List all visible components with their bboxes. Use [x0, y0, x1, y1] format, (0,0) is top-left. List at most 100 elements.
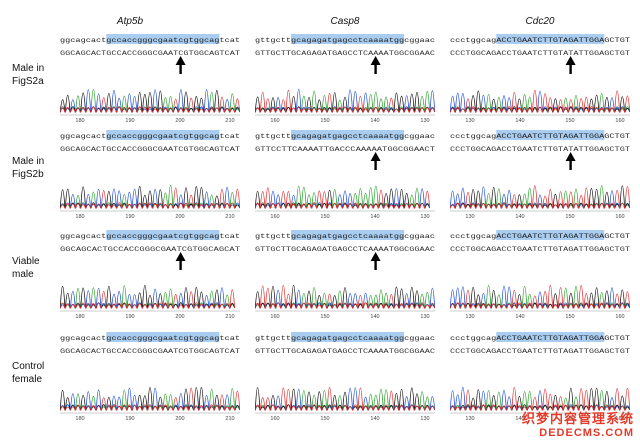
chromatogram-panel: ccctggcagACCTGAATCTTGTAGATTGGAGCTGT CCCTG… [450, 228, 630, 320]
read-sequence: GTTGCTTGCAGAGATGAGCCTCAAAATGGCGGAAC [255, 348, 435, 355]
axis-tick-label: 150 [320, 214, 329, 220]
column-title-casp8: Casp8 [330, 16, 360, 27]
axis-tick-label: 160 [270, 416, 279, 422]
trace-t [255, 284, 435, 309]
axis-tick-label: 200 [175, 118, 184, 124]
axis-tick-label: 130 [465, 314, 474, 320]
axis-tick-label: 130 [465, 118, 474, 124]
mutation-arrow-head [370, 252, 381, 261]
watermark: 织梦内容管理系统 DEDECMS.COM [522, 408, 634, 439]
axis-tick-label: 140 [515, 118, 524, 124]
mutation-arrow-head [565, 56, 576, 65]
axis-tick-label: 150 [320, 416, 329, 422]
trace-t [450, 284, 630, 309]
mutation-arrow-head [370, 56, 381, 65]
trace-t [450, 89, 630, 113]
watermark-chinese: 织梦内容管理系统 [521, 412, 634, 427]
axis-tick-label: 130 [420, 314, 429, 320]
read-sequence: GGCAGCACTGCCACCGGGCGAATCGTGGCAGCAT [60, 246, 240, 253]
axis-tick-label: 200 [175, 214, 184, 220]
axis-tick-label: 130 [465, 214, 474, 220]
reference-sequence: gttgcttgcagagatgagcctcaaaatggcggaac [255, 37, 435, 44]
axis-tick-label: 140 [370, 416, 379, 422]
axis-tick-label: 150 [565, 314, 574, 320]
axis-tick-label: 180 [75, 118, 84, 124]
trace-t [450, 387, 630, 411]
axis-tick-label: 160 [615, 214, 624, 220]
guide-highlight [496, 332, 605, 342]
reference-sequence: ggcagcactgccaccgggcgaatcgtggcagtcat [60, 335, 240, 342]
reference-sequence: ccctggcagACCTGAATCTTGTAGATTGGAGCTGT [450, 233, 630, 240]
trace-t [255, 187, 430, 209]
chromatogram-panel: gttgcttgcagagatgagcctcaaaatggcggaac GTTCC… [255, 128, 435, 220]
axis-tick-label: 200 [175, 314, 184, 320]
reference-sequence: ggcagcactgccaccgggcgaatcgtggcagtcat [60, 133, 240, 140]
axis-tick-label: 180 [75, 314, 84, 320]
chromatogram-panel: ccctggcagACCTGAATCTTGTAGATTGGAGCTGT CCCTG… [450, 32, 630, 124]
axis-tick-label: 190 [125, 314, 134, 320]
trace-t [60, 187, 240, 209]
column-title-cdc20: Cdc20 [525, 16, 555, 27]
axis-tick-label: 130 [420, 416, 429, 422]
read-sequence: CCCTGGCAGACCTGAATCTTGTATATTGGAGCTGT [450, 50, 630, 57]
axis-tick-label: 140 [515, 214, 524, 220]
guide-highlight [106, 332, 220, 342]
trace-t [60, 387, 240, 411]
trace-t [255, 89, 435, 113]
trace-t [450, 185, 630, 209]
guide-highlight [496, 34, 605, 44]
axis-tick-label: 130 [465, 416, 474, 422]
axis-tick-label: 140 [515, 314, 524, 320]
axis-tick-label: 210 [225, 118, 234, 124]
axis-tick-label: 160 [615, 314, 624, 320]
read-sequence: GGCAGCACTGCCACCGGGCGAATCGTGGCAGTCAT [60, 50, 240, 57]
chromatogram-panel: ccctggcagACCTGAATCTTGTAGATTGGAGCTGT CCCTG… [450, 128, 630, 220]
guide-highlight [106, 230, 220, 240]
axis-tick-label: 140 [370, 314, 379, 320]
axis-tick-label: 140 [515, 416, 524, 422]
chromatogram-panel: ggcagcactgccaccgggcgaatcgtggcagtcat GGCAG… [60, 128, 240, 220]
axis-tick-label: 150 [320, 314, 329, 320]
reference-sequence: gttgcttgcagagatgagcctcaaaatggcggaac [255, 133, 435, 140]
mutation-arrow-head [370, 152, 381, 161]
guide-highlight [291, 34, 405, 44]
watermark-english: DEDECMS.COM [539, 427, 634, 439]
read-sequence: CCCTGGCAGACCTGAATCTTGTAGATTGGAGCTGT [450, 348, 630, 355]
read-sequence: GTTGCTTGCAGAGATGAGCCTCAAAATGGCGGAAC [255, 246, 435, 253]
reference-sequence: ccctggcagACCTGAATCTTGTAGATTGGAGCTGT [450, 37, 630, 44]
column-title-atp5b: Atp5b [116, 16, 144, 27]
axis-tick-label: 150 [565, 118, 574, 124]
reference-sequence: ccctggcagACCTGAATCTTGTAGATTGGAGCTGT [450, 133, 630, 140]
mutation-arrow-head [175, 56, 186, 65]
axis-tick-label: 160 [270, 214, 279, 220]
read-sequence: GGCAGCACTGCCACCGGGCGAATCGTGGCAGTCAT [60, 348, 240, 355]
guide-highlight [291, 130, 405, 140]
guide-highlight [496, 130, 605, 140]
axis-tick-label: 140 [370, 214, 379, 220]
row-label-control-female: Control female [12, 361, 45, 385]
chromatogram-panel: gttgcttgcagagatgagcctcaaaatggcggaac GTTGC… [255, 330, 435, 422]
axis-tick-label: 150 [320, 118, 329, 124]
axis-tick-label: 210 [225, 416, 234, 422]
axis-tick-label: 160 [270, 314, 279, 320]
axis-tick-label: 150 [565, 416, 574, 422]
row-label-male-figs2b: Male in FigS2b [12, 156, 45, 180]
read-sequence: GTTGCTTGCAGAGATGAGCCTCAAAATGGCGGAAC [255, 50, 435, 57]
axis-tick-label: 180 [75, 214, 84, 220]
reference-sequence: ggcagcactgccaccgggcgaatcgtggcagtcat [60, 37, 240, 44]
axis-tick-label: 200 [175, 416, 184, 422]
axis-tick-label: 210 [225, 314, 234, 320]
chromatogram-panel: ggcagcactgccaccgggcgaatcgtggcagtcat GGCAG… [60, 228, 240, 320]
guide-highlight [291, 230, 405, 240]
read-sequence: GTTCCTTCAAAATTGACCCAAAAATGGCGGAACT [255, 146, 435, 153]
axis-tick-label: 130 [420, 214, 429, 220]
axis-tick-label: 190 [125, 416, 134, 422]
axis-tick-label: 190 [125, 118, 134, 124]
reference-sequence: gttgcttgcagagatgagcctcaaaatggcggaac [255, 233, 435, 240]
axis-tick-label: 160 [615, 118, 624, 124]
axis-tick-label: 160 [615, 416, 624, 422]
trace-t [60, 289, 235, 309]
chromatogram-panel: gttgcttgcagagatgagcctcaaaatggcggaac GTTGC… [255, 32, 435, 124]
chromatogram-panel: ccctggcagACCTGAATCTTGTAGATTGGAGCTGT CCCTG… [450, 330, 630, 422]
mutation-arrow-head [175, 252, 186, 261]
